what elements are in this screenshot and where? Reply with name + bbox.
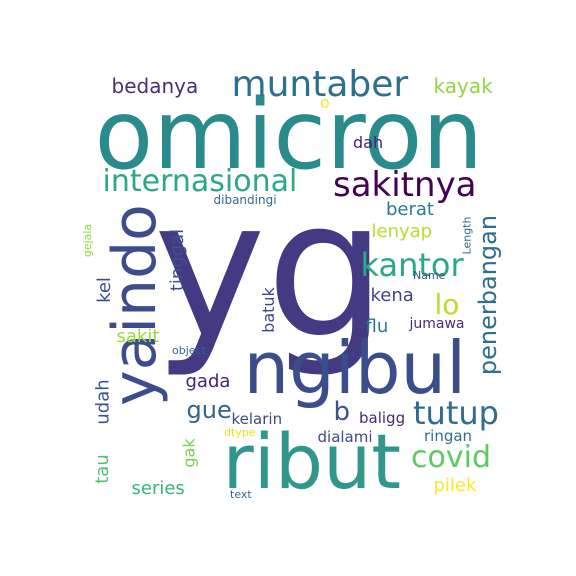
word-o: o — [320, 93, 330, 112]
word-name: Name — [413, 268, 446, 282]
word-yaindo: yaindo — [99, 204, 170, 406]
word-dibandingi: dibandingi — [213, 193, 277, 207]
word-gak: gak — [179, 438, 199, 468]
word-batuk: batuk — [258, 287, 278, 333]
word-berat: berat — [386, 199, 434, 220]
word-gada: gada — [185, 371, 231, 392]
word-object: object — [172, 343, 206, 357]
word-tinggal: tinggal — [167, 228, 189, 292]
word-flu: flu — [365, 316, 389, 337]
word-dah: dah — [353, 133, 384, 152]
word-jumawa: jumawa — [409, 316, 465, 332]
word-penerbangan: penerbangan — [474, 214, 503, 376]
word-gejala: gejala — [80, 223, 94, 257]
word-kayak: kayak — [433, 74, 493, 98]
word-pilek: pilek — [433, 475, 477, 496]
word-b: b — [333, 397, 351, 427]
word-ringan: ringan — [424, 426, 473, 445]
word-dtype: dtype — [224, 425, 256, 439]
word-gue: gue — [186, 396, 232, 424]
word-internasional: internasional — [102, 164, 298, 199]
word-sakit: sakit — [116, 326, 160, 347]
word-yg: yg — [153, 159, 387, 380]
word-omicron: omicron — [94, 79, 484, 191]
word-text: text — [230, 487, 252, 501]
word-kena: kena — [370, 285, 414, 306]
word-bedanya: bedanya — [111, 74, 199, 98]
word-tutup: tutup — [413, 394, 499, 432]
word-lo: lo — [434, 288, 460, 321]
word-length: Length — [460, 216, 474, 254]
word-ngibul: ngibul — [243, 326, 467, 410]
word-kantor: kantor — [360, 246, 464, 284]
word-udah: udah — [92, 379, 114, 425]
word-kel: kel — [93, 277, 115, 303]
word-sakitnya: sakitnya — [333, 165, 477, 205]
word-lenyap: lenyap — [371, 221, 433, 242]
word-baliggg: baligg — [359, 408, 406, 427]
word-tau: tau — [91, 454, 113, 484]
word-kelarin: kelarin — [231, 409, 283, 428]
word-series: series — [131, 478, 185, 499]
word-dialami: dialami — [317, 427, 373, 446]
word-covid: covid — [411, 440, 491, 475]
word-ribut: ribut — [222, 417, 402, 506]
word-muntaber: muntaber — [231, 64, 409, 105]
